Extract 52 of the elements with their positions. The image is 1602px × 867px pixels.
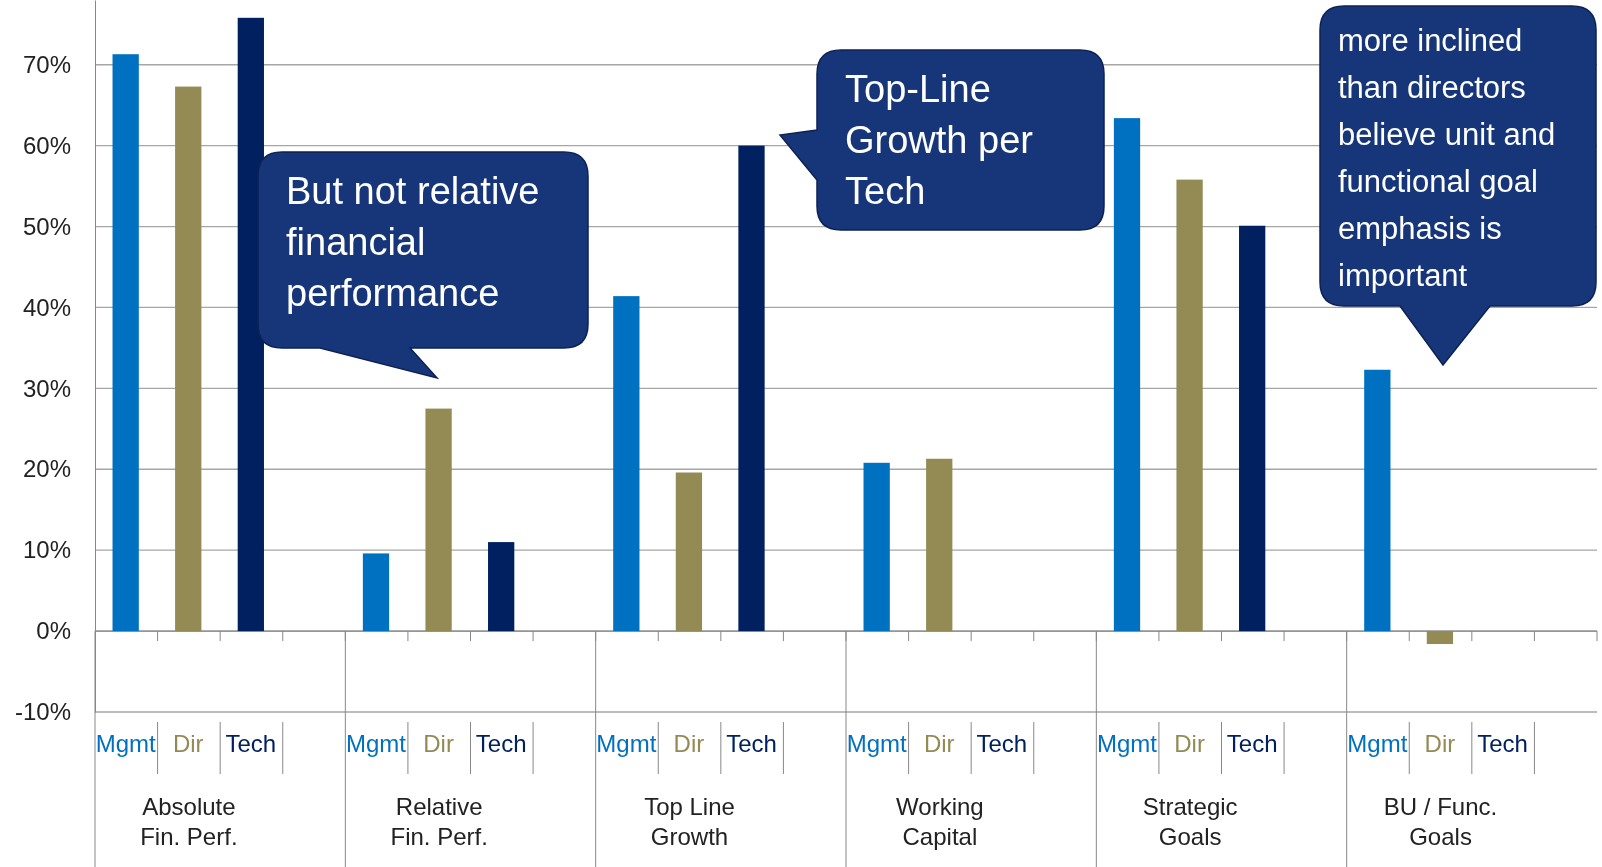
y-tick-label: 10%	[22, 536, 71, 564]
x-tick-label: Absolute Fin. Perf.	[140, 793, 238, 850]
text: Tech	[726, 730, 777, 757]
annotation: more inclined than directors believe unit and functional goal emphasis is important	[1338, 23, 1556, 293]
text: Mgmt	[846, 730, 907, 757]
bar	[488, 542, 515, 632]
text: Mgmt	[596, 730, 657, 757]
text: Dir	[673, 730, 705, 757]
y-tick-label: 70%	[22, 50, 71, 78]
text: Tech	[976, 730, 1028, 757]
annotation: But not relative financial performance	[286, 170, 540, 314]
x-tick-label: Working Capital	[896, 793, 984, 850]
bar	[1426, 631, 1454, 645]
bar	[738, 145, 765, 632]
bar	[175, 86, 202, 632]
text: Dir	[1424, 730, 1456, 757]
text: Mgmt	[95, 730, 156, 757]
y-tick-label: 0%	[36, 617, 71, 645]
text: Tech	[1477, 730, 1528, 757]
y-tick-label: 30%	[22, 374, 71, 402]
text: Mgmt	[1347, 730, 1408, 757]
text: Dir	[172, 730, 204, 757]
annotation: Top-Line Growth per Tech	[845, 68, 1034, 212]
bar	[613, 296, 640, 632]
bar	[112, 54, 139, 632]
text: Mgmt	[346, 730, 406, 757]
bar	[362, 553, 390, 632]
y-tick-label: 20%	[22, 455, 71, 483]
bar	[1239, 225, 1266, 632]
x-tick-label: Strategic Goals	[1142, 793, 1238, 850]
text: Dir	[423, 730, 454, 757]
bar	[863, 462, 890, 632]
x-tick-label: Relative Fin. Perf.	[390, 793, 488, 850]
text: Dir	[923, 730, 955, 757]
bar	[237, 17, 264, 632]
bar	[1176, 179, 1203, 632]
text: Tech	[1226, 730, 1278, 757]
text: Mgmt	[1097, 730, 1158, 757]
bar	[675, 472, 703, 632]
y-tick-label: -10%	[14, 698, 71, 726]
text: Tech	[225, 730, 277, 757]
text: Tech	[475, 730, 527, 757]
y-tick-label: 40%	[22, 293, 71, 321]
bar	[926, 458, 953, 632]
text: Dir	[1174, 730, 1205, 757]
bar	[425, 408, 452, 632]
x-tick-label: BU / Func. Goals	[1383, 793, 1498, 850]
y-tick-label: 50%	[22, 212, 71, 240]
bar	[1113, 118, 1141, 632]
x-tick-label: Top Line Growth	[644, 793, 735, 850]
y-tick-label: 60%	[22, 131, 71, 159]
bar	[1364, 369, 1391, 632]
